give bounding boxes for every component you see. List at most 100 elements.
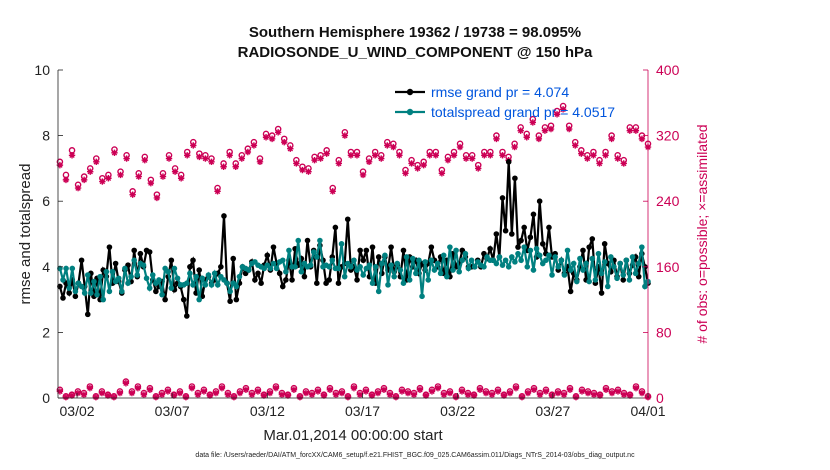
obs-assimilated-point — [414, 165, 421, 172]
rmse-point — [270, 244, 277, 250]
obs-assimilated-point — [68, 152, 76, 159]
totalspread-point — [379, 260, 385, 267]
obs-assimilated-low-point — [176, 389, 184, 397]
obs-assimilated-low-point — [464, 391, 472, 398]
totalspread-point — [295, 237, 302, 244]
obs-assimilated-point — [614, 155, 621, 162]
rmse-point — [521, 224, 527, 231]
totalspread-point — [444, 273, 450, 280]
totalspread-point — [205, 272, 212, 278]
obs-assimilated-point — [426, 152, 433, 159]
obs-assimilated-low-point — [470, 392, 478, 399]
obs-assimilated-low-point — [128, 389, 136, 397]
obs-assimilated-point — [190, 142, 197, 149]
obs-assimilated-low-point — [272, 384, 280, 392]
obs-assimilated-low-point — [362, 388, 370, 395]
totalspread-point — [437, 270, 444, 277]
totalspread-point — [536, 252, 543, 259]
totalspread-point — [456, 268, 462, 275]
totalspread-point — [140, 262, 147, 268]
totalspread-point — [527, 247, 534, 254]
totalspread-point — [419, 293, 425, 300]
obs-assimilated-point — [535, 135, 543, 143]
obs-assimilated-low-point — [500, 392, 508, 399]
obs-assimilated-point — [80, 176, 88, 184]
totalspread-point — [314, 254, 320, 260]
obs-assimilated-point — [444, 157, 452, 164]
totalspread-point — [193, 273, 199, 280]
obs-assimilated-low-point — [392, 393, 400, 401]
obs-assimilated-point — [105, 175, 112, 182]
obs-assimilated-low-point — [284, 392, 292, 399]
totalspread-point — [413, 270, 419, 277]
obs-assimilated-low-point — [596, 392, 604, 399]
rmse-point — [301, 273, 308, 280]
totalspread-point — [190, 282, 196, 288]
obs-assimilated-low-point — [512, 384, 520, 392]
rmse-point — [332, 224, 339, 231]
totalspread-point — [459, 257, 466, 264]
totalspread-point — [549, 272, 555, 278]
totalspread-point — [403, 254, 410, 260]
totalspread-point — [106, 288, 113, 295]
obs-assimilated-point — [378, 155, 385, 162]
totalspread-point — [425, 277, 432, 283]
obs-assimilated-low-point — [140, 391, 148, 398]
totalspread-point — [224, 280, 230, 287]
obs-assimilated-point — [153, 194, 161, 202]
obs-assimilated-point — [590, 152, 597, 159]
rmse-point — [388, 244, 394, 250]
obs-assimilated-point — [250, 142, 258, 149]
rmse-point — [363, 247, 370, 254]
totalspread-point — [168, 285, 175, 291]
obs-assimilated-low-point — [602, 386, 610, 393]
obs-assimilated-point — [523, 134, 530, 141]
totalspread-point — [351, 257, 357, 264]
obs-assimilated-low-point — [548, 392, 556, 399]
obs-assimilated-low-point — [338, 389, 346, 397]
totalspread-point — [286, 247, 292, 254]
obs-assimilated-low-point — [344, 393, 352, 401]
obs-assimilated-point — [165, 155, 173, 162]
obs-assimilated-low-point — [56, 388, 64, 395]
obs-assimilated-point — [117, 171, 124, 179]
totalspread-point — [357, 264, 363, 270]
obs-assimilated-low-point — [206, 392, 214, 399]
y2-tick-label: 400 — [656, 62, 680, 78]
obs-assimilated-low-point — [458, 388, 466, 395]
obs-assimilated-point — [396, 152, 403, 159]
totalspread-point — [267, 265, 274, 272]
obs-assimilated-low-point — [170, 392, 178, 399]
totalspread-point — [146, 285, 153, 291]
totalspread-point — [326, 264, 332, 270]
obs-assimilated-low-point — [572, 393, 580, 401]
obs-assimilated-point — [311, 157, 318, 164]
totalspread-point — [428, 257, 435, 264]
rmse-point — [78, 257, 85, 264]
y2-tick-label: 80 — [656, 324, 672, 340]
y-tick-label: 0 — [42, 390, 50, 406]
y-tick-label: 8 — [42, 128, 50, 144]
obs-assimilated-point — [62, 176, 70, 184]
rmse-point — [162, 296, 168, 303]
obs-assimilated-point — [359, 171, 367, 179]
obs-assimilated-point — [268, 135, 276, 143]
rmse-point — [196, 267, 202, 273]
rmse-point — [221, 213, 227, 219]
rmse-point — [509, 231, 515, 237]
totalspread-point — [317, 237, 323, 244]
rmse-point — [131, 247, 137, 254]
totalspread-point — [391, 273, 397, 280]
rmse-point — [180, 296, 187, 303]
obs-assimilated-low-point — [230, 393, 238, 401]
obs-assimilated-low-point — [620, 391, 628, 398]
obs-assimilated-point — [626, 127, 634, 134]
rmse-point — [601, 241, 608, 247]
obs-assimilated-point — [184, 152, 191, 159]
obs-assimilated-low-point — [476, 386, 484, 393]
x-tick-label: 03/27 — [535, 403, 570, 419]
obs-assimilated-point — [565, 125, 573, 133]
obs-assimilated-point — [371, 152, 379, 159]
totalspread-point — [156, 277, 162, 283]
rmse-point — [279, 283, 286, 290]
